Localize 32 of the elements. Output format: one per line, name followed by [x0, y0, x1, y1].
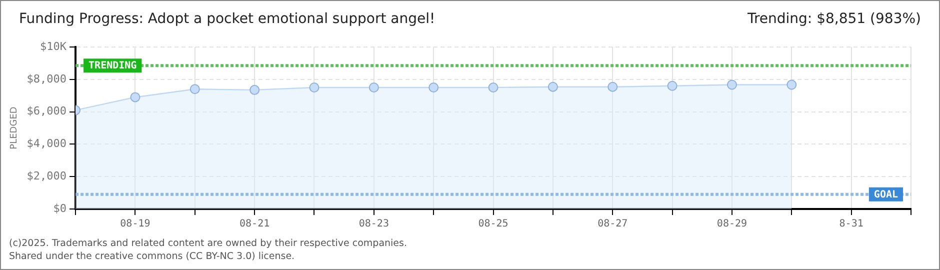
ref-line-label: TRENDING	[88, 60, 137, 72]
point	[190, 84, 200, 94]
chart-title: Funding Progress: Adopt a pocket emotional support angel!	[19, 11, 436, 27]
x-tick-label: 08-19	[120, 218, 150, 230]
x-tick-label: 08-27	[598, 218, 628, 230]
y-tick-label: $10K	[40, 40, 67, 53]
point	[786, 80, 797, 90]
x-tick-label: 08-25	[478, 218, 508, 230]
y-tick-label: $0	[53, 202, 67, 215]
text: (c)2025. Trademarks and related content are owned by their respective companies.	[9, 237, 407, 250]
x-tick-label: 08-21	[240, 218, 270, 230]
x-tick-label: 08-29	[716, 218, 748, 230]
point	[726, 80, 737, 90]
point	[608, 82, 618, 92]
text: Trending: $8,851 (983%)	[747, 11, 921, 27]
y-tick-label: $6,000	[26, 104, 67, 118]
y-axis-title: PLEDGED	[10, 106, 20, 150]
y-tick-label: $4,000	[26, 137, 67, 150]
y-tick-label: $8,000	[26, 72, 67, 86]
point	[368, 82, 379, 92]
y-tick-label: $2,000	[26, 169, 67, 182]
point	[667, 80, 678, 91]
text: Shared under the creative commons (CC BY-NC 3.0) license.	[9, 250, 296, 263]
ref-line-label: GOAL	[874, 190, 898, 201]
point	[309, 82, 320, 92]
point	[428, 82, 439, 92]
point	[250, 84, 260, 95]
x-tick-label: 8-31	[839, 218, 864, 230]
point	[488, 82, 498, 92]
point	[548, 82, 558, 92]
point	[130, 92, 140, 102]
x-tick-label: 08-23	[358, 218, 389, 230]
